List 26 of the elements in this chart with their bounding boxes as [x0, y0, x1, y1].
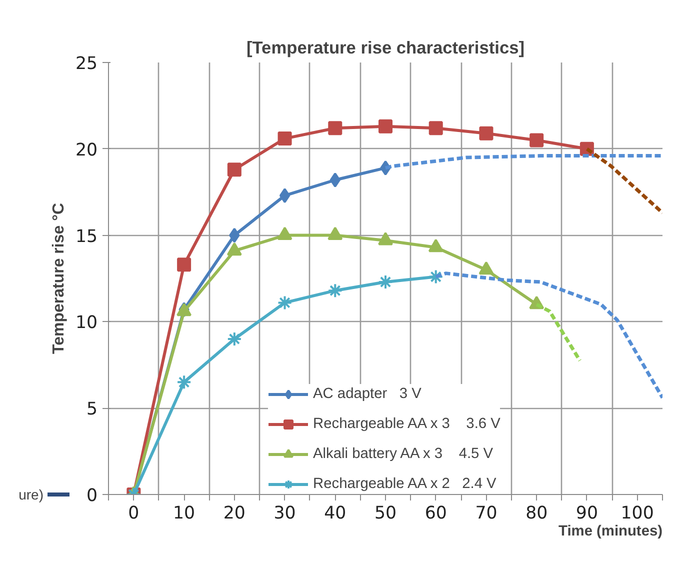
y-tick-label: 0: [86, 486, 98, 506]
line-series: [434, 272, 662, 400]
legend-label: Rechargeable AA x 2 2.4 V: [313, 476, 496, 492]
x-tick-label: 50: [374, 504, 397, 524]
y-tick-label: 25: [75, 54, 98, 74]
x-tick-label: 40: [324, 504, 346, 524]
y-tick-label: 5: [86, 400, 98, 420]
x-axis-title: Time (minutes): [558, 524, 663, 540]
x-tick-label: 80: [526, 504, 548, 524]
y-tick-label: 20: [75, 140, 98, 160]
x-tick-label: 70: [475, 504, 498, 524]
legend-label: Alkali battery AA x 3 4.5 V: [313, 446, 494, 462]
legend-label: Rechargeable AA x 3 3.6 V: [313, 416, 500, 432]
y-tick-label: 15: [75, 226, 98, 247]
text: ure): [18, 486, 44, 502]
x-tick-label: 100: [620, 504, 654, 524]
y-axis-title: Temperature rise °C: [50, 202, 68, 354]
y-tick-label: 10: [75, 313, 98, 334]
x-tick-label: 90: [576, 504, 598, 524]
chart-title: [Temperature rise characteristics]: [246, 38, 525, 58]
x-tick-label: 10: [173, 504, 196, 524]
x-tick-label: 30: [274, 504, 296, 524]
x-tick-label: 20: [223, 504, 246, 524]
x-tick-label: 0: [128, 504, 140, 524]
legend-label: AC adapter 3 V: [313, 386, 422, 402]
x-tick-label: 60: [424, 504, 447, 524]
